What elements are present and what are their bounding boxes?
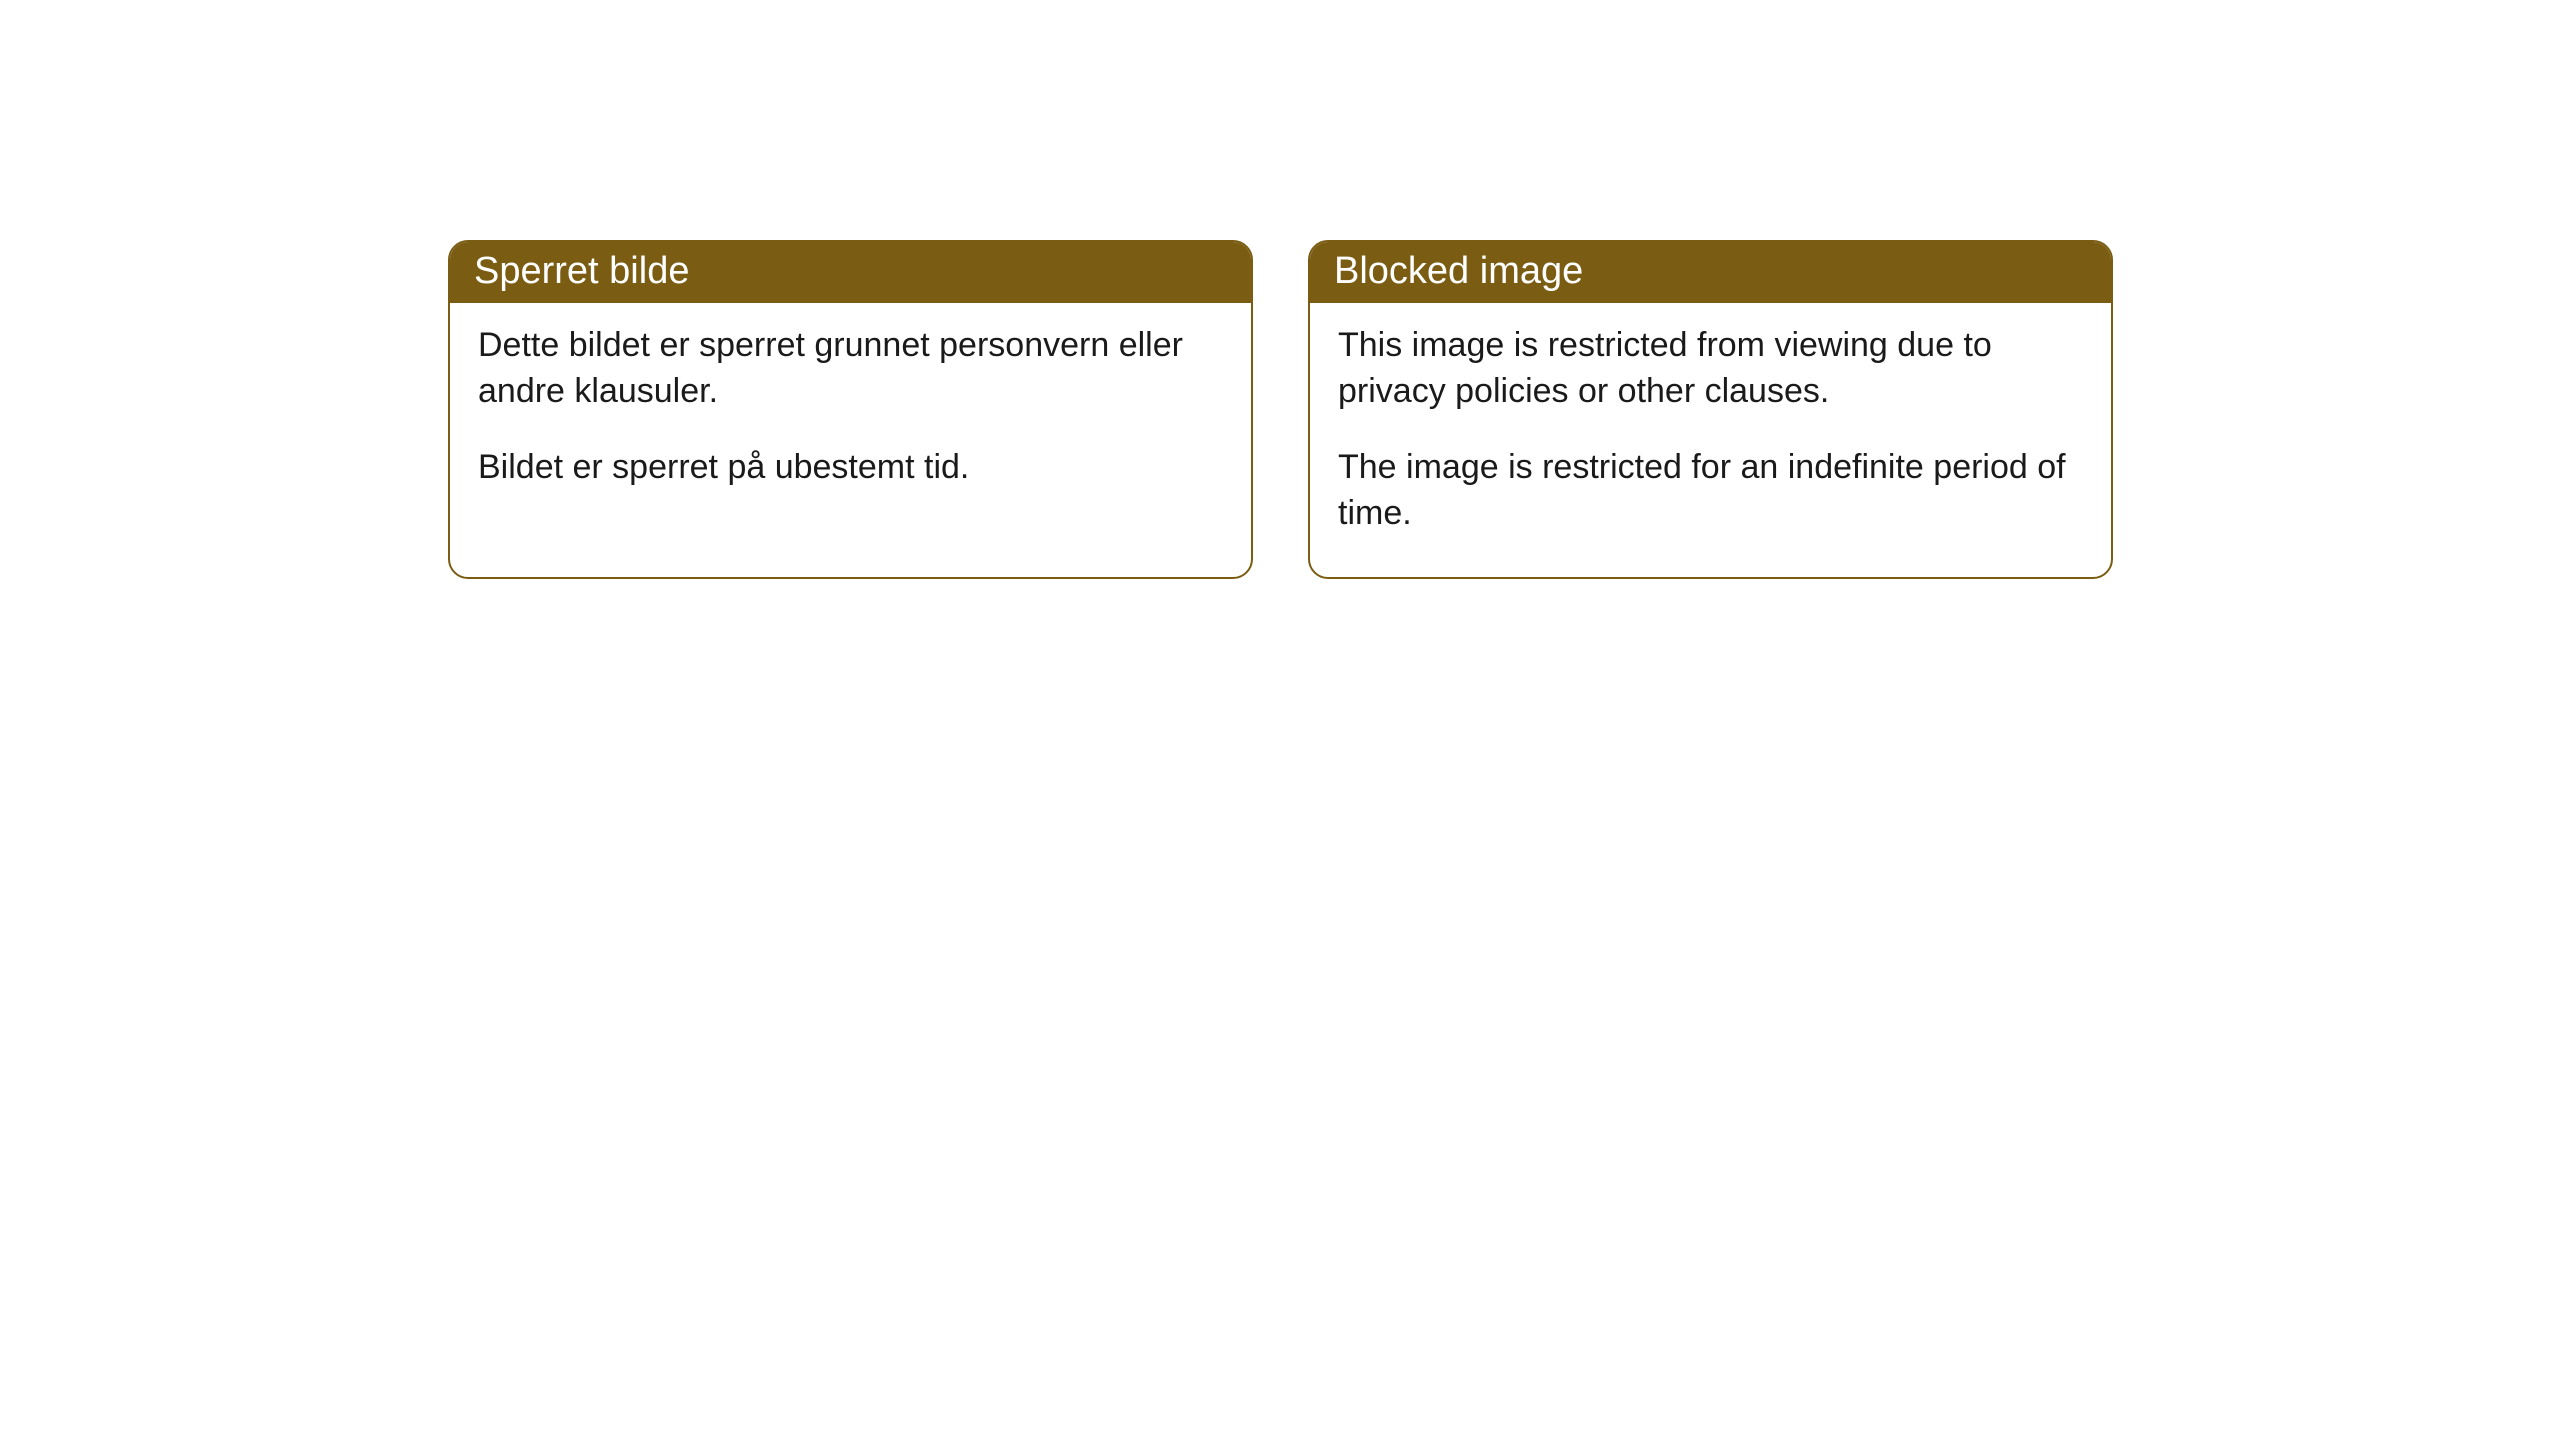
- card-body: This image is restricted from viewing du…: [1310, 303, 2111, 577]
- card-header: Sperret bilde: [450, 242, 1251, 303]
- card-paragraph: Bildet er sperret på ubestemt tid.: [478, 445, 1223, 491]
- card-paragraph: This image is restricted from viewing du…: [1338, 323, 2083, 415]
- notice-cards-container: Sperret bilde Dette bildet er sperret gr…: [448, 240, 2113, 579]
- card-paragraph: Dette bildet er sperret grunnet personve…: [478, 323, 1223, 415]
- card-paragraph: The image is restricted for an indefinit…: [1338, 445, 2083, 537]
- blocked-image-card-no: Sperret bilde Dette bildet er sperret gr…: [448, 240, 1253, 579]
- card-header: Blocked image: [1310, 242, 2111, 303]
- blocked-image-card-en: Blocked image This image is restricted f…: [1308, 240, 2113, 579]
- card-body: Dette bildet er sperret grunnet personve…: [450, 303, 1251, 531]
